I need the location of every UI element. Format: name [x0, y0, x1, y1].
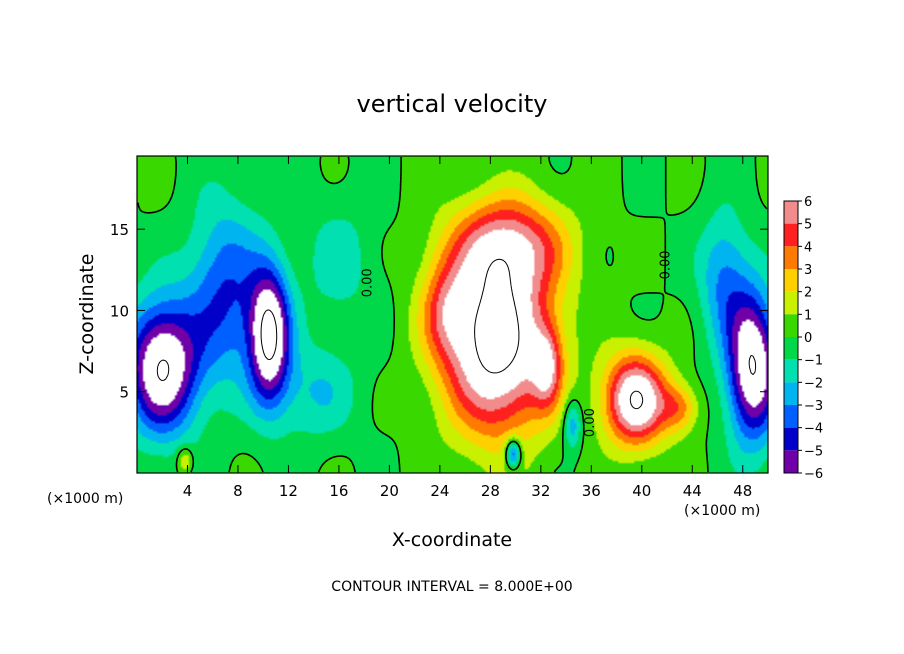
y-axis-label: Z-coordinate — [76, 254, 98, 375]
colorbar-band — [784, 246, 798, 269]
colorbar-band — [784, 314, 798, 337]
colorbar-band — [784, 405, 798, 428]
colorbar-label: 5 — [804, 218, 812, 233]
colorbar-band — [784, 269, 798, 292]
x-tick-label: 4 — [183, 482, 193, 500]
contour-interval-note: CONTOUR INTERVAL = 8.000E+00 — [331, 579, 572, 595]
chart-title: vertical velocity — [357, 90, 548, 118]
contour-lines — [137, 156, 768, 473]
x-tick-label: 28 — [481, 482, 500, 500]
x-tick-label: 36 — [582, 482, 601, 500]
colorbar-label: 3 — [804, 263, 812, 278]
colorbar-label: −2 — [804, 376, 823, 391]
y-axis: 5 10 15 — [110, 221, 768, 402]
x-tick-label: 24 — [430, 482, 449, 500]
colorbar-label: 6 — [804, 195, 812, 210]
colorbar-label: −1 — [804, 354, 823, 369]
colorbar-label: 0 — [804, 331, 812, 346]
colorbar-label: −3 — [804, 399, 823, 414]
x-tick-label: 32 — [531, 482, 550, 500]
x-axis-label: X-coordinate — [392, 529, 512, 551]
x-unit-left: (×1000 m) — [47, 491, 123, 507]
contour-line-0 — [137, 156, 768, 473]
x-tick-label: 8 — [233, 482, 243, 500]
plot-frame — [136, 155, 769, 474]
colorbar-label: 4 — [804, 240, 812, 255]
contour-line-8 — [474, 258, 644, 410]
x-tick-label: 40 — [632, 482, 651, 500]
colorbar-band — [784, 359, 798, 383]
contour-labels: 0.00 0.00 0.00 — [361, 250, 674, 437]
contour-label: 0.00 — [361, 268, 376, 297]
x-tick-label: 44 — [683, 482, 702, 500]
x-unit-right: (×1000 m) — [684, 503, 760, 519]
x-tick-label: 48 — [733, 482, 752, 500]
x-tick-label: 12 — [279, 482, 298, 500]
x-tick-label: 16 — [329, 482, 348, 500]
y-tick-label: 5 — [119, 384, 129, 402]
colorbar-band — [784, 223, 798, 247]
contour-label: 0.00 — [659, 250, 674, 279]
velocity-field — [137, 156, 768, 473]
colorbar-label: −5 — [804, 444, 823, 459]
colorbar: 6 5 4 3 2 1 0 −1 −2 −3 −4 −5 −6 — [783, 195, 823, 482]
contour-label: 0.00 — [583, 408, 598, 437]
colorbar-band — [784, 450, 798, 473]
colorbar-label: 2 — [804, 286, 812, 301]
y-tick-label: 10 — [110, 302, 129, 320]
colorbar-band — [784, 337, 798, 360]
y-tick-label: 15 — [110, 221, 129, 239]
contour-line--8 — [156, 309, 757, 381]
colorbar-label: 1 — [804, 308, 812, 323]
x-tick-label: 20 — [380, 482, 399, 500]
colorbar-label: −6 — [804, 467, 823, 482]
colorbar-band — [784, 291, 798, 315]
x-axis: 4 8 12 16 20 24 28 32 36 40 44 48 — [183, 156, 752, 500]
colorbar-band — [784, 201, 798, 224]
colorbar-band — [784, 427, 798, 451]
colorbar-band — [784, 382, 798, 405]
colorbar-label: −4 — [804, 422, 823, 437]
